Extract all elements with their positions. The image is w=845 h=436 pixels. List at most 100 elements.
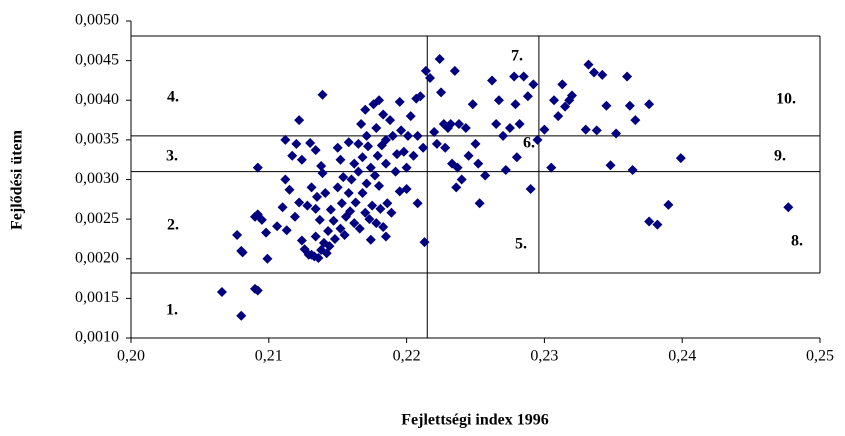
point bbox=[256, 214, 267, 225]
point bbox=[338, 172, 349, 183]
x-tick-label: 0,21 bbox=[255, 348, 283, 365]
point bbox=[504, 122, 515, 133]
point bbox=[343, 137, 354, 148]
point bbox=[320, 187, 331, 198]
point bbox=[261, 227, 272, 238]
point bbox=[436, 87, 447, 98]
region-label: 9. bbox=[774, 148, 786, 165]
point bbox=[332, 142, 343, 153]
point bbox=[252, 285, 263, 296]
point bbox=[306, 182, 317, 193]
point bbox=[350, 197, 361, 208]
region-label: 8. bbox=[791, 233, 803, 250]
point bbox=[349, 158, 360, 169]
x-tick-label: 0,24 bbox=[668, 348, 696, 365]
point bbox=[394, 96, 405, 107]
point bbox=[380, 158, 391, 169]
y-tick-label: 0,0035 bbox=[75, 131, 119, 148]
point bbox=[412, 198, 423, 209]
point bbox=[425, 73, 436, 84]
point bbox=[375, 203, 386, 214]
y-tick-label: 0,0020 bbox=[75, 249, 119, 266]
y-tick-label: 0,0045 bbox=[75, 51, 119, 68]
point bbox=[566, 90, 577, 101]
point bbox=[310, 145, 321, 156]
point bbox=[335, 154, 346, 165]
point bbox=[357, 152, 368, 163]
point bbox=[509, 71, 520, 82]
point bbox=[312, 191, 323, 202]
point bbox=[353, 166, 364, 177]
region-label: 5. bbox=[515, 236, 527, 253]
point bbox=[431, 138, 442, 149]
point bbox=[412, 130, 423, 141]
point bbox=[498, 130, 509, 141]
point bbox=[385, 115, 396, 126]
point bbox=[583, 59, 594, 70]
y-tick-label: 0,0050 bbox=[75, 12, 119, 29]
point bbox=[361, 130, 372, 141]
region-label: 7. bbox=[511, 48, 523, 65]
point bbox=[401, 162, 412, 173]
point bbox=[317, 168, 328, 179]
point bbox=[313, 252, 324, 263]
point bbox=[329, 233, 340, 244]
point bbox=[510, 99, 521, 110]
point bbox=[591, 125, 602, 136]
point bbox=[325, 204, 336, 215]
point bbox=[467, 99, 478, 110]
point bbox=[560, 101, 571, 112]
point bbox=[294, 115, 305, 126]
region-label: 10. bbox=[776, 91, 796, 108]
point bbox=[418, 142, 429, 153]
point bbox=[627, 164, 638, 175]
point bbox=[408, 150, 419, 161]
y-axis-title: Fejlődési ütem bbox=[9, 129, 26, 230]
point bbox=[480, 170, 491, 181]
point bbox=[452, 162, 463, 173]
point bbox=[287, 150, 298, 161]
point bbox=[281, 225, 292, 236]
point bbox=[302, 200, 313, 211]
point bbox=[349, 218, 360, 229]
point bbox=[317, 89, 328, 100]
y-tick-label: 0,0040 bbox=[75, 91, 119, 108]
point bbox=[367, 200, 378, 211]
point bbox=[605, 160, 616, 171]
point bbox=[420, 65, 431, 76]
point bbox=[652, 219, 663, 230]
point bbox=[390, 166, 401, 177]
point bbox=[380, 231, 391, 242]
point bbox=[453, 119, 464, 130]
point bbox=[252, 162, 263, 173]
point bbox=[374, 95, 385, 106]
point bbox=[463, 150, 474, 161]
point bbox=[500, 164, 511, 175]
point bbox=[487, 75, 498, 86]
y-tick-label: 0,0015 bbox=[75, 289, 119, 306]
point bbox=[372, 150, 383, 161]
x-tick-label: 0,22 bbox=[393, 348, 421, 365]
point bbox=[374, 180, 385, 191]
point bbox=[289, 211, 300, 222]
point bbox=[405, 111, 416, 122]
point bbox=[346, 174, 357, 185]
point bbox=[332, 182, 343, 193]
point bbox=[449, 65, 460, 76]
point bbox=[783, 202, 794, 213]
point bbox=[357, 187, 368, 198]
point bbox=[644, 99, 655, 110]
point bbox=[663, 199, 674, 210]
point bbox=[360, 104, 371, 115]
point bbox=[440, 142, 451, 153]
y-tick-label: 0,0010 bbox=[75, 329, 119, 346]
point bbox=[353, 138, 364, 149]
x-tick-label: 0,20 bbox=[117, 348, 145, 365]
point bbox=[511, 152, 522, 163]
point bbox=[460, 122, 471, 133]
point bbox=[369, 170, 380, 181]
point bbox=[291, 138, 302, 149]
point bbox=[335, 223, 346, 234]
point bbox=[675, 153, 686, 164]
